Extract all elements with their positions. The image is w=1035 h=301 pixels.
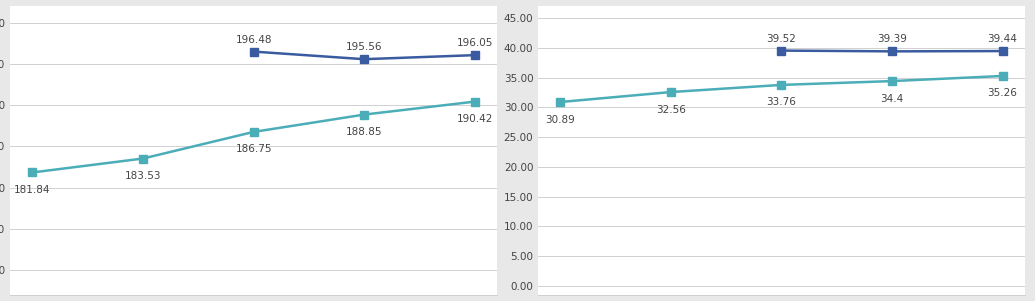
Sector Target: [469, 53, 481, 57]
Actual Minutes: [247, 130, 260, 134]
Text: 32.56: 32.56: [656, 104, 686, 115]
Actual Minutes: [137, 157, 149, 160]
Text: 33.76: 33.76: [767, 98, 796, 107]
Text: 190.42: 190.42: [456, 114, 493, 124]
Text: 39.44: 39.44: [987, 34, 1017, 44]
Text: 195.56: 195.56: [346, 42, 382, 52]
Actual Minutes: [554, 100, 566, 104]
Line: Sector Target: Sector Target: [249, 48, 479, 63]
Text: 39.52: 39.52: [767, 34, 796, 44]
Text: 183.53: 183.53: [125, 171, 161, 181]
Sector Target: [247, 50, 260, 53]
Actual Minutes: [358, 113, 371, 116]
Text: 39.39: 39.39: [877, 34, 907, 45]
Text: 30.89: 30.89: [545, 114, 575, 125]
Sector Target: [358, 57, 371, 61]
Text: 188.85: 188.85: [346, 127, 382, 137]
Text: 34.4: 34.4: [881, 94, 904, 104]
Sector Target: [997, 49, 1009, 53]
Sector Target: [775, 49, 788, 52]
Text: 181.84: 181.84: [14, 185, 51, 195]
Text: 196.05: 196.05: [456, 38, 493, 48]
Sector Target: [886, 50, 898, 53]
Line: Actual Minutes: Actual Minutes: [556, 72, 1007, 106]
Actual Minutes: [997, 74, 1009, 78]
Text: 35.26: 35.26: [987, 88, 1017, 98]
Line: Sector Target: Sector Target: [777, 46, 1007, 55]
Actual Minutes: [886, 79, 898, 83]
Text: 196.48: 196.48: [235, 35, 272, 45]
Actual Minutes: [664, 90, 677, 94]
Actual Minutes: [775, 83, 788, 87]
Actual Minutes: [26, 171, 38, 174]
Actual Minutes: [469, 100, 481, 104]
Text: 186.75: 186.75: [235, 144, 272, 154]
Line: Actual Minutes: Actual Minutes: [28, 98, 479, 177]
